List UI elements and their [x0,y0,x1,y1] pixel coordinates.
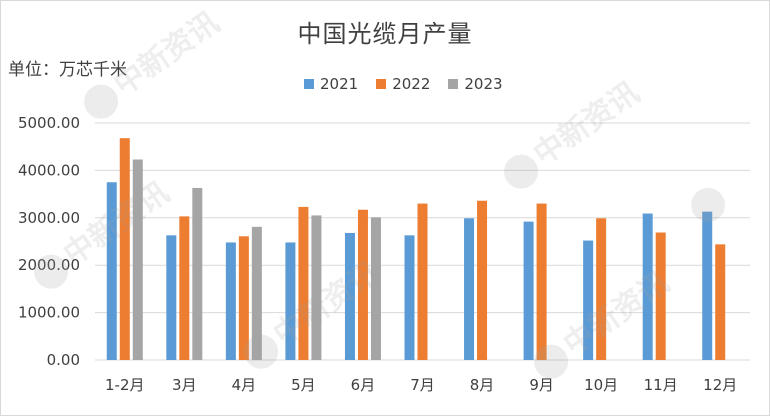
x-tick-label: 12月 [703,376,737,394]
bar-2021-10 [702,211,713,360]
legend-swatch-2023 [448,79,459,89]
x-tick-label: 1-2月 [105,376,145,394]
legend-swatch-2021 [304,79,314,89]
y-axis-unit-label: 单位：万芯千米 [8,60,127,80]
x-tick-label: 8月 [470,376,495,394]
bar-2023-3 [311,215,322,360]
bar-2022-1 [179,216,190,360]
bar-2023-2 [251,226,262,360]
bar-2021-8 [583,240,594,360]
bar-2022-10 [715,244,726,360]
bar-2021-0 [106,182,117,360]
bar-2022-0 [119,138,130,360]
x-tick-label: 9月 [529,376,554,394]
x-tick-label: 3月 [172,376,197,394]
bar-2022-2 [238,236,249,360]
legend-label-2022: 2022 [392,75,431,93]
x-tick-label: 4月 [232,376,257,394]
legend-item-2021: 2021 [304,75,358,93]
x-tick-label: 10月 [584,376,618,394]
legend-label-2023: 2023 [464,75,503,93]
bar-2021-1 [166,235,177,360]
bar-2022-9 [655,232,666,360]
bar-2021-7 [523,221,534,360]
y-tick-label: 0.00 [47,351,80,369]
y-tick-label: 3000.00 [18,209,80,227]
legend-label-2021: 2021 [320,75,359,93]
bar-2021-6 [464,218,475,360]
bar-2022-5 [417,203,428,360]
bar-2021-4 [344,232,355,360]
x-tick-label: 7月 [410,376,435,394]
bar-2022-7 [536,203,547,360]
x-tick-label: 6月 [351,376,376,394]
bar-2021-2 [225,242,236,360]
x-tick-label: 5月 [291,376,316,394]
bar-2022-3 [298,206,309,360]
bar-2021-5 [404,235,415,360]
legend-swatch-2022 [376,79,387,89]
legend: 2021 2022 2023 [304,74,503,94]
y-tick-label: 5000.00 [18,114,80,132]
bar-2021-9 [642,213,653,360]
bar-2021-3 [285,242,296,360]
bar-2023-1 [192,187,203,360]
bar-2023-4 [370,217,381,360]
bar-2023-0 [132,159,143,360]
bar-2022-6 [477,200,488,360]
y-tick-label: 1000.00 [18,304,80,322]
bar-2022-8 [596,218,607,360]
y-tick-label: 2000.00 [18,256,80,274]
chart-title: 中国光缆月产量 [297,20,473,48]
legend-item-2022: 2022 [376,75,430,93]
y-tick-label: 4000.00 [18,161,80,179]
bar-2022-4 [357,209,368,360]
x-tick-label: 11月 [644,376,678,394]
legend-item-2023: 2023 [448,75,503,93]
